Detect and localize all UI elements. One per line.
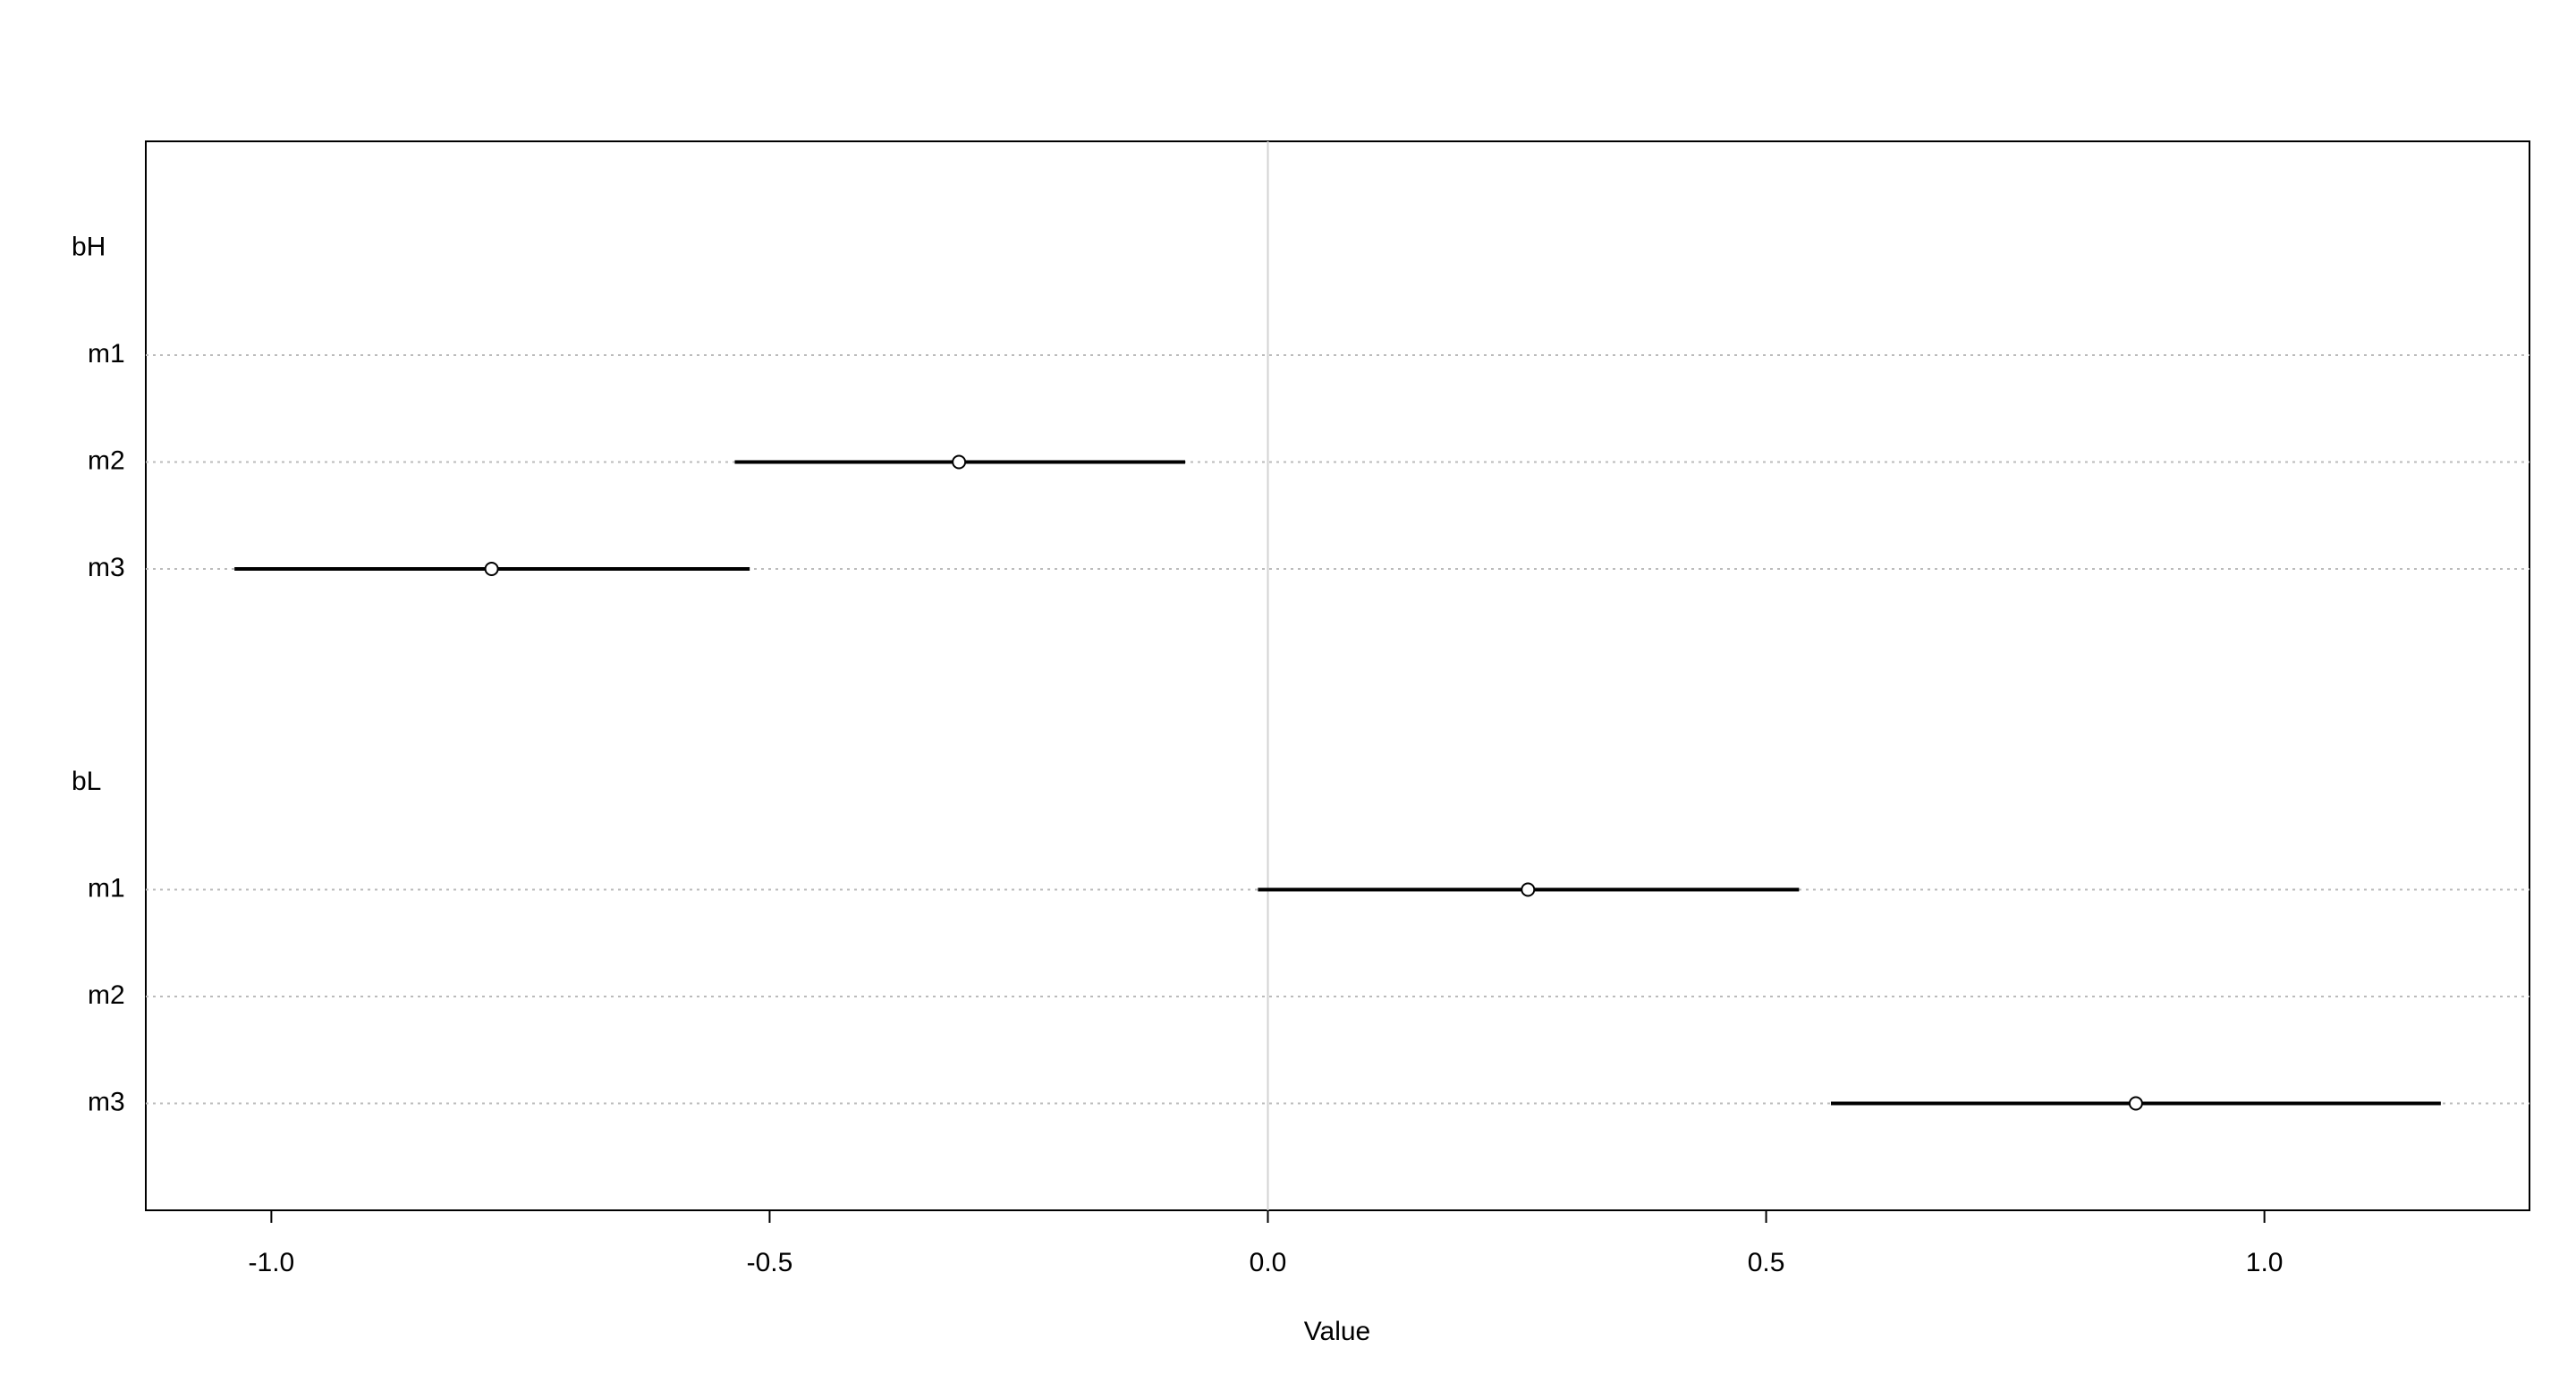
point-estimate [952, 454, 967, 470]
point-estimate [2128, 1096, 2143, 1111]
point-estimate [484, 562, 499, 576]
row-label: m3 [88, 1087, 125, 1116]
x-tick-label: 1.0 [2246, 1248, 2284, 1277]
group-label: bH [72, 232, 106, 261]
x-tick-label: 0.5 [1748, 1248, 1785, 1277]
group-label: bL [72, 767, 101, 796]
row-label: m2 [88, 980, 125, 1010]
row-label: m2 [88, 445, 125, 475]
x-tick-label: -0.5 [747, 1248, 793, 1277]
x-axis-label: Value [1304, 1317, 1371, 1346]
row-label: m3 [88, 553, 125, 582]
row-label: m1 [88, 873, 125, 903]
x-tick-label: -1.0 [249, 1248, 295, 1277]
row-label: m1 [88, 339, 125, 369]
plot-frame [145, 140, 2530, 1211]
point-estimate [1521, 882, 1536, 897]
x-tick-label: 0.0 [1250, 1248, 1287, 1277]
